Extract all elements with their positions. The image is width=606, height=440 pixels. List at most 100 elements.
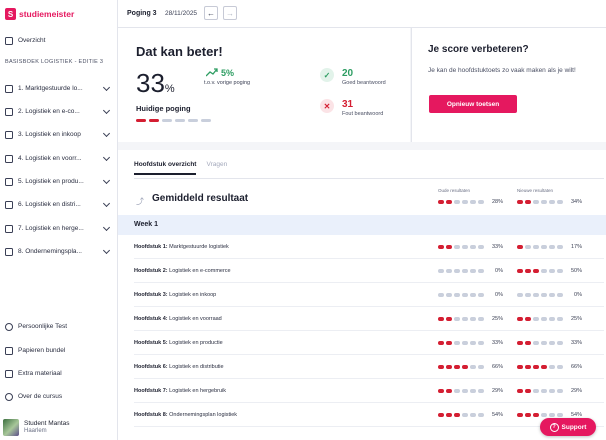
- progress-segment: [478, 365, 484, 369]
- sidebar-item-about-course[interactable]: Over de cursus: [5, 390, 113, 403]
- progress-segment: [525, 317, 531, 321]
- progress-segment: [478, 341, 484, 345]
- wrong-label: Fout beantwoord: [342, 111, 384, 117]
- chapter-result-row[interactable]: Hoofdstuk 6: Logistiek en distributie 66%…: [134, 355, 604, 379]
- new-result-pct: 0%: [574, 292, 582, 298]
- progress-segment: [541, 317, 547, 321]
- progress-segment: [478, 200, 484, 204]
- tab-chapter-overview[interactable]: Hoofdstuk overzicht: [134, 161, 197, 175]
- gain-label: t.o.v. vorige poging: [204, 80, 251, 86]
- book-icon: [5, 84, 13, 93]
- sidebar-chapter-4[interactable]: 4. Logistiek en voorr...: [5, 152, 113, 165]
- progress-segment: [549, 200, 555, 204]
- next-attempt-button[interactable]: →: [223, 6, 237, 20]
- improve-card: Je score verbeteren? Je kan de hoofdstuk…: [411, 28, 606, 142]
- chapter-result-row[interactable]: Hoofdstuk 1: Marktgestuurde logistiek 33%…: [134, 235, 604, 259]
- progress-segment: [438, 269, 444, 273]
- tab-questions[interactable]: Vragen: [206, 161, 228, 168]
- chapter-result-row[interactable]: Hoofdstuk 5: Logistiek en productie 33% 33…: [134, 331, 604, 355]
- average-title: Gemiddeld resultaat: [152, 193, 249, 204]
- sidebar-item-extra-material[interactable]: Extra materiaal: [5, 367, 113, 380]
- progress-segment: [533, 365, 539, 369]
- progress-segment: [557, 365, 563, 369]
- avg-old-dots: [438, 200, 484, 204]
- chevron-down-icon[interactable]: [102, 199, 111, 207]
- sidebar-chapter-6[interactable]: 6. Logistiek en distri...: [5, 198, 113, 211]
- sidebar-item-paper-bundle[interactable]: Papieren bundel: [5, 344, 113, 357]
- sidebar-chapter-7[interactable]: 7. Logistiek en herge...: [5, 222, 113, 235]
- progress-segment: [517, 245, 523, 249]
- new-result-pct: 25%: [570, 316, 582, 322]
- progress-segment: [446, 200, 452, 204]
- new-result-pct: 54%: [570, 412, 582, 418]
- progress-segment: [438, 293, 444, 297]
- chevron-down-icon[interactable]: [102, 106, 111, 114]
- progress-segment: [446, 341, 452, 345]
- progress-segment: [549, 269, 555, 273]
- chapter-result-row[interactable]: Hoofdstuk 2: Logistiek en e-commerce 0% 50…: [134, 259, 604, 283]
- progress-segment: [438, 341, 444, 345]
- target-icon: [5, 322, 13, 331]
- sidebar-chapter-8[interactable]: 8. Ondernemingspla...: [5, 245, 113, 258]
- score-value: 33%: [136, 68, 175, 98]
- user-profile[interactable]: Student Mantas Haarlem: [0, 414, 118, 440]
- progress-segment: [454, 293, 460, 297]
- attempt-label: Poging 3: [127, 10, 157, 17]
- progress-segment: [525, 365, 531, 369]
- progress-segment: [149, 119, 159, 122]
- sidebar-chapter-5[interactable]: 5. Logistiek en produ...: [5, 175, 113, 188]
- new-result-pct: 29%: [570, 388, 582, 394]
- progress-segment: [438, 365, 444, 369]
- chapter-result-row[interactable]: Hoofdstuk 8: Ondernemingsplan logistiek 5…: [134, 403, 604, 427]
- sidebar-chapter-3[interactable]: 3. Logistiek en inkoop: [5, 128, 113, 141]
- chevron-down-icon[interactable]: [102, 83, 111, 91]
- progress-segment: [525, 389, 531, 393]
- progress-segment: [446, 365, 452, 369]
- info-icon: [5, 392, 13, 401]
- new-result-dots: [517, 245, 563, 249]
- chevron-down-icon[interactable]: [102, 246, 111, 254]
- progress-segment: [446, 389, 452, 393]
- chapter-result-row[interactable]: Hoofdstuk 4: Logistiek en voorraad 25% 25%: [134, 307, 604, 331]
- book-icon: [5, 247, 13, 256]
- sidebar-item-personal-test[interactable]: Persoonlijke Test: [5, 320, 113, 333]
- score-card: Dat kan beter! 33% 5% t.o.v. vorige pogi…: [118, 28, 410, 142]
- progress-segment: [541, 341, 547, 345]
- book-icon: [5, 154, 13, 163]
- progress-segment: [188, 119, 198, 122]
- progress-segment: [541, 245, 547, 249]
- support-button[interactable]: ? Support: [540, 418, 596, 436]
- sidebar-chapter-2[interactable]: 2. Logistiek en e-co...: [5, 105, 113, 118]
- progress-segment: [446, 293, 452, 297]
- chevron-down-icon[interactable]: [102, 129, 111, 137]
- previous-attempt-button[interactable]: ←: [204, 6, 218, 20]
- progress-segment: [525, 341, 531, 345]
- progress-segment: [557, 341, 563, 345]
- chevron-down-icon[interactable]: [102, 153, 111, 161]
- old-result-dots: [438, 293, 484, 297]
- progress-segment: [525, 293, 531, 297]
- chapter-result-row[interactable]: Hoofdstuk 3: Logistiek en inkoop 0% 0%: [134, 283, 604, 307]
- new-result-pct: 50%: [570, 268, 582, 274]
- new-result-dots: [517, 269, 563, 273]
- progress-segment: [175, 119, 185, 122]
- progress-segment: [557, 200, 563, 204]
- book-icon: [5, 107, 13, 116]
- progress-segment: [525, 413, 531, 417]
- progress-segment: [478, 389, 484, 393]
- sidebar-item-overview[interactable]: Overzicht: [5, 34, 113, 47]
- new-result-dots: [517, 293, 563, 297]
- wrong-count: 31: [342, 99, 354, 110]
- progress-segment: [541, 200, 547, 204]
- chapter-result-row[interactable]: Hoofdstuk 7: Logistiek en hergebruik 29% 2…: [134, 379, 604, 403]
- progress-segment: [454, 365, 460, 369]
- chevron-down-icon[interactable]: [102, 223, 111, 231]
- logo[interactable]: S studiemeister: [5, 8, 74, 20]
- retry-test-button[interactable]: Opnieuw toetsen: [429, 95, 517, 113]
- arrow-left-icon: ←: [207, 8, 215, 18]
- progress-segment: [533, 341, 539, 345]
- sidebar-chapter-1[interactable]: 1. Marktgestuurde lo...: [5, 82, 113, 95]
- chevron-down-icon[interactable]: [102, 176, 111, 184]
- progress-segment: [541, 293, 547, 297]
- average-result-row: ⤴ Gemiddeld resultaat Oude resultaten Ni…: [134, 184, 604, 212]
